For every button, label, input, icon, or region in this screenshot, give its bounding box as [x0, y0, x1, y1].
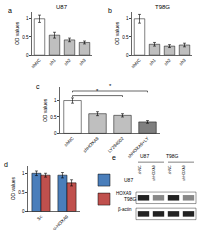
svg-text:shNC: shNC [138, 165, 142, 174]
svg-text:sh1: sh1 [148, 57, 157, 66]
svg-text:shHOXA9: shHOXA9 [182, 165, 186, 181]
svg-text:HOXA9: HOXA9 [116, 191, 132, 196]
svg-text:0: 0 [54, 131, 57, 136]
svg-text:OD values: OD values [14, 21, 20, 45]
svg-text:T98G: T98G [166, 153, 179, 159]
svg-text:0.5: 0.5 [18, 190, 25, 195]
svg-text:0.5: 0.5 [122, 35, 129, 40]
svg-text:U87: U87 [56, 4, 68, 10]
svg-text:shNC: shNC [30, 57, 42, 69]
svg-text:OD values: OD values [42, 98, 48, 122]
svg-text:d: d [4, 161, 8, 168]
svg-text:sh2: sh2 [63, 57, 72, 66]
svg-text:0: 0 [26, 53, 29, 58]
svg-text:U87: U87 [124, 177, 133, 183]
svg-text:si-HOXA9: si-HOXA9 [52, 214, 70, 230]
svg-text:β-actin: β-actin [118, 207, 132, 212]
svg-text:c: c [36, 83, 40, 90]
svg-text:sh3: sh3 [78, 57, 87, 66]
svg-text:shNC: shNC [168, 165, 172, 174]
svg-text:1: 1 [22, 171, 25, 176]
svg-text:shHOXA9: shHOXA9 [82, 136, 100, 154]
svg-text:0.5: 0.5 [50, 115, 57, 120]
svg-text:sh1: sh1 [48, 57, 57, 66]
svg-text:1: 1 [54, 98, 57, 103]
svg-text:OD values: OD values [10, 176, 16, 200]
svg-text:sh2: sh2 [163, 57, 172, 66]
svg-text:0: 0 [22, 209, 25, 214]
svg-text:0.5: 0.5 [22, 35, 29, 40]
svg-text:*: * [96, 88, 99, 94]
svg-text:shNC: shNC [63, 135, 75, 147]
svg-text:Sc: Sc [36, 214, 44, 222]
svg-text:shHOXA9+LY: shHOXA9+LY [127, 136, 150, 159]
svg-text:sh3: sh3 [178, 57, 187, 66]
svg-text:LY294002: LY294002 [107, 136, 125, 154]
svg-text:1: 1 [126, 16, 129, 21]
svg-text:shNC: shNC [130, 57, 142, 69]
svg-text:a: a [8, 7, 12, 14]
svg-text:T98G: T98G [155, 4, 170, 10]
svg-text:shHOXA9: shHOXA9 [152, 165, 156, 181]
svg-text:b: b [108, 7, 112, 14]
svg-text:T98G: T98G [124, 196, 137, 202]
svg-text:*: * [109, 83, 112, 89]
svg-text:1: 1 [26, 16, 29, 21]
svg-text:U87: U87 [140, 153, 149, 159]
svg-text:e: e [112, 154, 116, 161]
svg-text:0: 0 [126, 53, 129, 58]
svg-text:OD values: OD values [114, 21, 120, 45]
